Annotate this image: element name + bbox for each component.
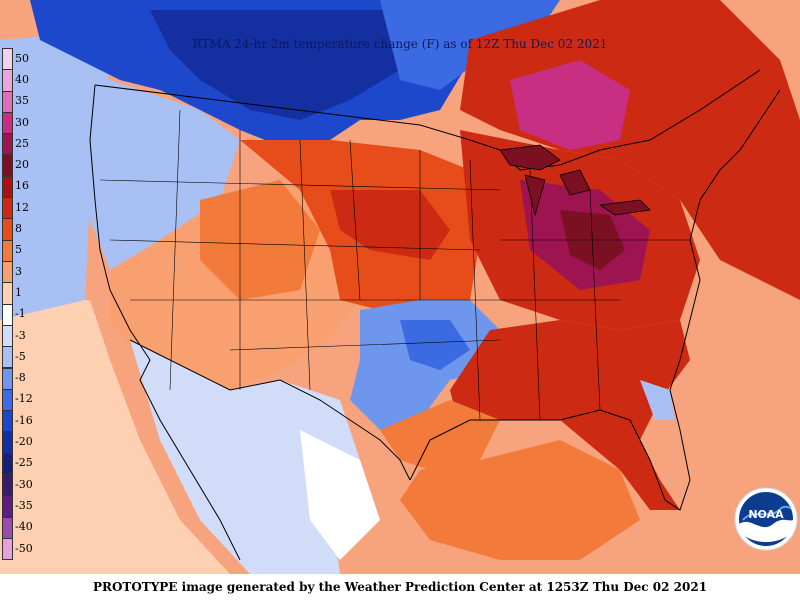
legend-swatch <box>2 452 13 475</box>
southeast-warm <box>450 320 690 510</box>
noaa-logo: NOAA <box>733 486 799 552</box>
legend-swatch <box>2 239 13 262</box>
legend-swatch <box>2 48 13 71</box>
legend-swatch <box>2 303 13 326</box>
state-lines-vertical <box>169 109 601 421</box>
legend-swatch <box>2 282 13 305</box>
legend-label: 25 <box>15 136 29 150</box>
legend-swatch <box>2 495 13 518</box>
legend-swatch <box>2 516 13 539</box>
gulf-coastline <box>409 319 691 511</box>
us-mexico-border <box>129 339 411 481</box>
west-coastline <box>89 84 241 561</box>
legend-label: 1 <box>15 285 22 299</box>
legend-swatch <box>2 537 13 561</box>
pacific-pale-zone <box>0 300 230 574</box>
legend-swatch <box>2 175 13 199</box>
legend-label: 35 <box>15 94 29 108</box>
great-basin-warm <box>200 180 320 300</box>
mexico-pale <box>300 430 380 560</box>
legend-swatch <box>2 90 13 113</box>
legend-swatch <box>2 324 13 348</box>
legend-label: -8 <box>15 371 26 385</box>
legend-swatch <box>2 346 13 369</box>
legend-label: -5 <box>15 349 26 363</box>
legend-label: 20 <box>15 158 29 172</box>
legend-swatch <box>2 431 13 454</box>
legend-label: 5 <box>15 243 22 257</box>
pacific-northwest <box>80 70 240 270</box>
gulf-of-mexico <box>400 440 640 560</box>
legend-swatch <box>2 111 13 135</box>
map-canvas <box>0 0 800 574</box>
atlantic-cool-patch <box>640 380 675 420</box>
legend-label: -20 <box>15 435 33 449</box>
legend-swatch <box>2 388 13 412</box>
east-coastline <box>689 89 781 321</box>
legend-swatch <box>2 474 13 497</box>
legend-label: -35 <box>15 498 33 512</box>
legend-label: 12 <box>15 200 29 214</box>
legend-label: -25 <box>15 456 33 470</box>
canada-deep-cold <box>150 10 420 120</box>
ontario-hotspot <box>510 60 630 150</box>
legend-swatch <box>2 154 13 177</box>
noaa-logo-icon: NOAA <box>734 487 798 551</box>
legend-label: -50 <box>15 541 33 555</box>
legend-label: -1 <box>15 307 26 321</box>
noaa-logo-text: NOAA <box>748 508 784 521</box>
legend-swatch <box>2 69 13 92</box>
southern-plains-core <box>400 320 470 370</box>
map-title: RTMA 24-hr 2m temperature change (F) as … <box>192 37 608 51</box>
great-lakes-outline <box>499 144 651 217</box>
legend-swatch <box>2 410 13 433</box>
legend-label: -12 <box>15 392 33 406</box>
legend-label: -40 <box>15 520 33 534</box>
legend-swatch <box>2 261 13 284</box>
legend-label: 8 <box>15 222 22 236</box>
state-lines-horizontal <box>99 179 690 351</box>
legend-label: -16 <box>15 413 33 427</box>
legend-label: -3 <box>15 328 26 342</box>
legend-swatch <box>2 197 13 220</box>
legend-label: 40 <box>15 72 29 86</box>
legend-swatch <box>2 133 13 156</box>
legend-label: 30 <box>15 115 29 129</box>
legend-swatch <box>2 218 13 241</box>
legend-label: 16 <box>15 179 29 193</box>
legend-swatch <box>2 367 13 390</box>
mexico-mixed <box>130 340 360 574</box>
footer-caption: PROTOTYPE image generated by the Weather… <box>0 574 800 600</box>
temperature-change-map: RTMA 24-hr 2m temperature change (F) as … <box>0 0 800 574</box>
legend-label: 50 <box>15 51 29 65</box>
legend-label: 3 <box>15 264 22 278</box>
color-legend: 50 40 35 30 25 20 16 12 8 5 3 1 -1 -3 -5 -8 -12 -16 -20 -25… <box>2 48 33 561</box>
legend-label: -30 <box>15 477 33 491</box>
